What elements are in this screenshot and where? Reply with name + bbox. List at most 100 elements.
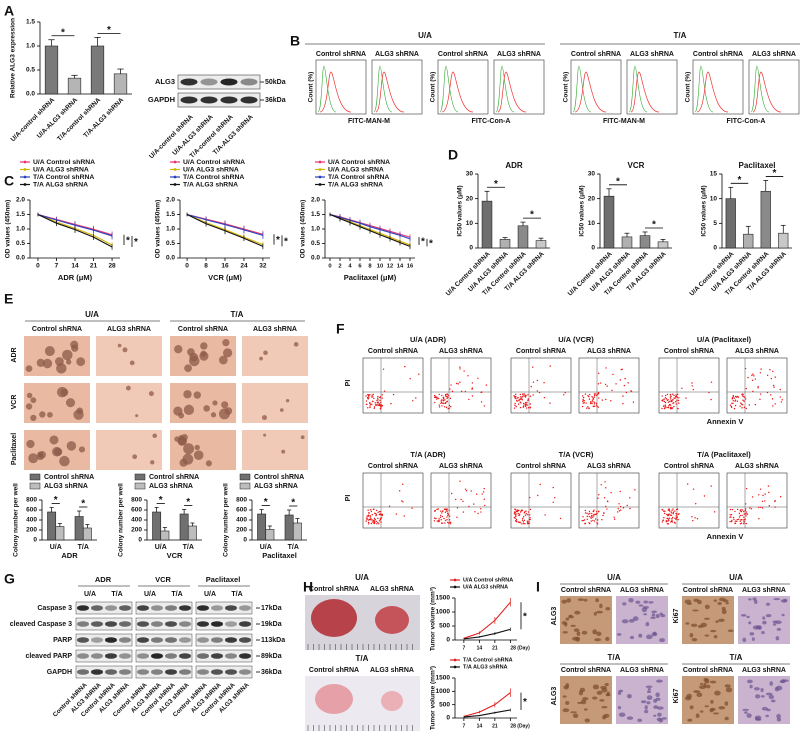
dot: [745, 398, 747, 400]
colony: [224, 407, 233, 415]
legend-label: T/A ALG3 shRNA: [183, 181, 238, 188]
dot: [514, 402, 516, 405]
dot: [737, 396, 740, 398]
blot-band: [165, 621, 177, 627]
cell: [655, 613, 660, 619]
dot: [519, 393, 522, 396]
dot: [768, 491, 770, 494]
dot: [438, 406, 441, 408]
dot: [585, 402, 587, 404]
dot: [732, 400, 734, 402]
dot: [445, 395, 447, 398]
dot: [380, 403, 382, 406]
cell: [704, 634, 710, 637]
dot: [692, 519, 694, 522]
dot: [774, 403, 776, 405]
cell: [746, 679, 753, 684]
dot: [731, 397, 734, 399]
dot: [661, 395, 663, 397]
x-tick-label: 6: [358, 264, 362, 270]
dot: [449, 397, 452, 400]
colony-image: [96, 336, 162, 376]
y-tick-label: 400: [26, 517, 37, 524]
x-axis-label: Paclitaxel (μM): [344, 273, 397, 282]
dot: [781, 399, 783, 401]
blot-band: [105, 653, 117, 659]
dot: [402, 501, 404, 503]
plot-title: T/A (ADR): [410, 450, 446, 459]
tumor: [375, 606, 409, 634]
significance-star: *: [652, 220, 656, 231]
blot-band: [119, 621, 131, 627]
dot: [663, 405, 665, 407]
dot: [667, 406, 670, 409]
histogram-frame: [315, 59, 367, 115]
dot: [438, 404, 440, 406]
dot: [590, 401, 592, 403]
dot: [446, 393, 449, 395]
cell: [594, 638, 602, 642]
dot: [604, 383, 607, 386]
dot: [543, 381, 545, 384]
x-tick-label: U/A: [50, 544, 62, 551]
dot: [381, 514, 384, 517]
panel-letter: F: [336, 321, 345, 337]
cell: [776, 627, 782, 631]
colony: [62, 349, 73, 361]
colony: [281, 449, 286, 454]
subgroup-label: U/A: [204, 591, 216, 598]
legend-label: U/A Control shRNA: [328, 159, 390, 166]
dot: [675, 512, 677, 515]
tumor: [381, 691, 403, 711]
dot: [740, 522, 743, 524]
legend-label: Control shRNA: [44, 474, 94, 481]
bar: [152, 511, 162, 541]
cell: [742, 637, 747, 643]
plot-title: U/A (Paclitaxel): [697, 335, 752, 344]
dot: [770, 377, 773, 380]
significance-star: *: [523, 697, 527, 708]
dot: [603, 497, 606, 499]
dot: [678, 397, 680, 399]
dot: [661, 521, 664, 523]
legend-label: T/A ALG3 shRNA: [33, 181, 88, 188]
dot: [582, 398, 584, 401]
histogram-curve: [375, 71, 405, 113]
dot: [671, 519, 673, 522]
dot: [523, 519, 526, 522]
blot-row-label: PARP: [53, 637, 72, 644]
y-tick-label: 2.0: [166, 197, 175, 204]
dot: [367, 398, 370, 400]
cell: [695, 713, 700, 719]
dot: [374, 402, 377, 404]
blot-strip: [195, 665, 253, 679]
x-tick-label: 28: [108, 263, 116, 270]
dot: [395, 513, 398, 515]
dot: [375, 520, 378, 523]
significance-star: *: [159, 495, 163, 506]
significance-star: *: [81, 499, 85, 510]
dot-plot-frame: [726, 472, 788, 529]
dot: [446, 512, 449, 515]
column-label: Control shRNA: [309, 667, 359, 674]
colony: [184, 364, 192, 373]
cell: [773, 598, 781, 601]
dot: [740, 519, 742, 521]
y-tick-label: 600: [131, 507, 142, 514]
bar: [257, 513, 267, 541]
group-title: U/A: [355, 573, 369, 582]
dot: [376, 523, 378, 525]
colony: [70, 340, 79, 349]
blot-band: [151, 637, 163, 643]
histogram-curve: [630, 71, 660, 113]
column-label: ALG3 shRNA: [587, 348, 631, 355]
dot: [759, 372, 762, 374]
dot: [739, 523, 742, 525]
cell: [721, 606, 726, 611]
cell: [576, 631, 581, 637]
group-title: Paclitaxel: [206, 575, 241, 584]
cell: [776, 685, 783, 691]
plot-title: T/A (Paclitaxel): [697, 450, 751, 459]
blot-row-label: ALG3: [155, 77, 175, 86]
column-label: ALG3 shRNA: [370, 586, 414, 593]
